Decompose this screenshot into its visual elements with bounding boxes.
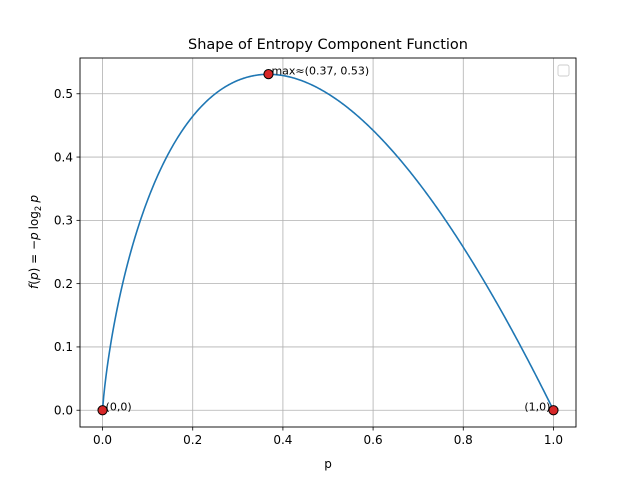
y-tick-label: 0.5	[54, 87, 73, 101]
point-label: (0,0)	[106, 401, 132, 414]
marked-points: (0,0) max≈(0.37, 0.53) (1,0)	[97, 65, 559, 416]
grid-lines	[80, 58, 576, 427]
y-tick-label: 0.3	[54, 214, 73, 228]
data-series	[101, 73, 555, 411]
x-tick-label: 0.8	[454, 433, 473, 447]
y-label-log-base: 2	[34, 206, 44, 211]
x-tick-label: 0.2	[183, 433, 202, 447]
x-tick-label: 0.4	[273, 433, 292, 447]
y-tick-label: 0.4	[54, 150, 73, 164]
x-tick-label: 0.6	[364, 433, 383, 447]
y-tick-label: 0.1	[54, 340, 73, 354]
y-label-open-paren: (	[27, 280, 41, 285]
point-marker	[263, 69, 274, 80]
x-axis-ticks: 0.0 0.2 0.4 0.6 0.8 1.0	[93, 427, 563, 447]
legend-box	[557, 64, 570, 77]
y-label-log: log	[27, 211, 41, 229]
point-marker	[548, 405, 559, 416]
y-axis-label: f(p) = −plog2p	[27, 195, 44, 289]
chart-title: Shape of Entropy Component Function	[188, 37, 468, 53]
y-tick-label: 0.2	[54, 277, 73, 291]
y-tick-label: 0.0	[54, 403, 73, 417]
point-label: max≈(0.37, 0.53)	[271, 65, 369, 78]
point-marker	[97, 405, 108, 416]
y-label-p3: p	[27, 195, 41, 204]
series-line	[101, 73, 555, 411]
y-label-p1: p	[27, 272, 41, 281]
plot-frame	[79, 57, 577, 428]
x-tick-label: 1.0	[544, 433, 563, 447]
x-tick-label: 0.0	[93, 433, 112, 447]
y-label-p2: p	[27, 232, 41, 241]
y-label-f: f	[27, 283, 41, 289]
point-label: (1,0)	[524, 401, 550, 414]
x-axis-label: p	[324, 457, 332, 471]
y-axis-ticks: 0.0 0.1 0.2 0.3 0.4 0.5	[54, 87, 80, 417]
y-label-close-eq: ) = −	[27, 240, 41, 272]
